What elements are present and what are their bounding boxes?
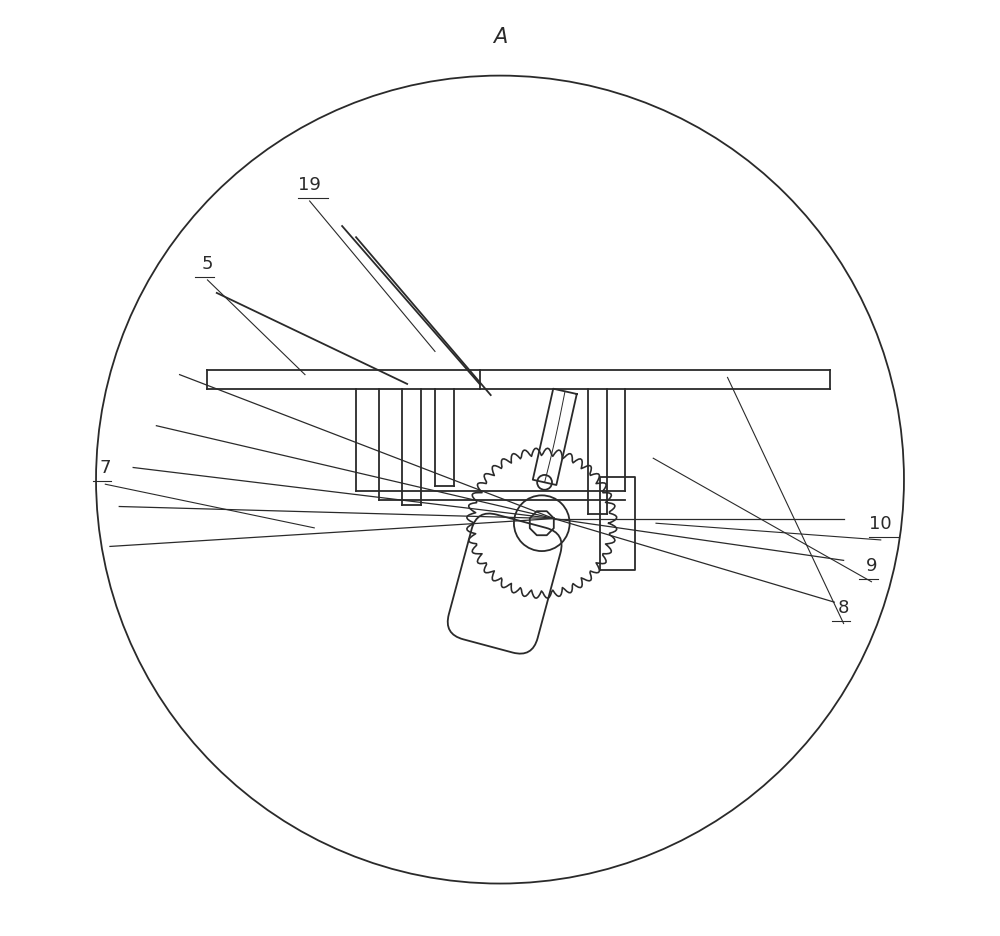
Text: 19: 19 [298,176,321,194]
Text: 7: 7 [100,459,111,477]
Text: 10: 10 [869,515,892,533]
Text: 8: 8 [838,598,849,616]
Text: 5: 5 [202,255,213,273]
Text: A: A [493,26,507,47]
Text: 9: 9 [866,556,877,575]
